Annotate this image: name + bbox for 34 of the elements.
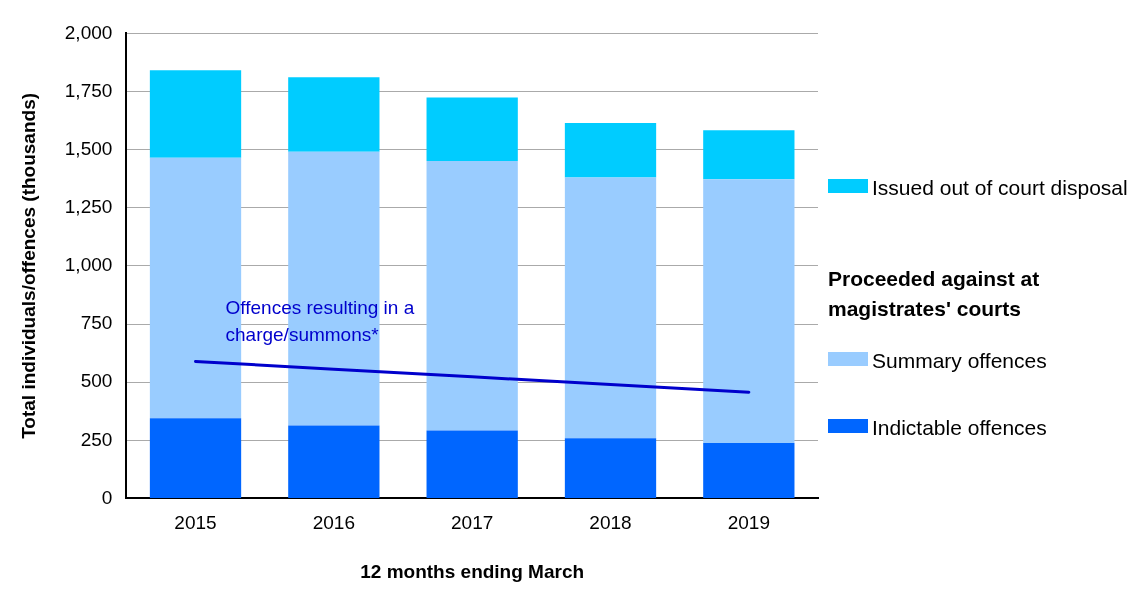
bar (703, 179, 795, 444)
legend-label: Issued out of court disposal (872, 175, 1128, 201)
x-tick-label: 2017 (451, 512, 494, 534)
bar (564, 438, 657, 498)
x-tick-label: 2019 (727, 512, 770, 534)
y-tick-label: 1,250 (64, 196, 113, 218)
x-tick-label: 2016 (312, 512, 355, 534)
x-tick-label: 2018 (589, 512, 632, 534)
bar (426, 430, 518, 498)
bar (288, 77, 380, 152)
legend-title: Proceeded against at magistrates' courts (828, 266, 1041, 322)
legend-label: Summary offences (872, 348, 1047, 374)
x-tick-label: 2015 (174, 512, 217, 534)
bar (564, 177, 657, 439)
legend-label: Indictable offences (872, 415, 1047, 441)
y-tick-label: 1,000 (64, 254, 113, 276)
bar (149, 418, 242, 498)
bar (703, 130, 795, 180)
series-label: Offences resulting in a charge/summons* (225, 297, 415, 346)
y-tick-label: 250 (80, 428, 113, 450)
bar (426, 97, 518, 162)
y-tick-label: 750 (80, 312, 113, 334)
y-tick-label: 0 (101, 486, 113, 508)
x-axis-title: 12 months ending March (360, 560, 585, 582)
y-tick-label: 2,000 (64, 21, 113, 43)
bar (149, 70, 242, 158)
bar (564, 122, 657, 178)
bar (703, 443, 795, 498)
bar (288, 425, 380, 498)
bar (426, 161, 518, 431)
y-tick-label: 1,500 (64, 137, 113, 159)
y-tick-label: 1,750 (64, 79, 113, 101)
y-axis-title: Total individuals/offences (thousands) (17, 92, 39, 439)
y-tick-label: 500 (80, 370, 113, 392)
